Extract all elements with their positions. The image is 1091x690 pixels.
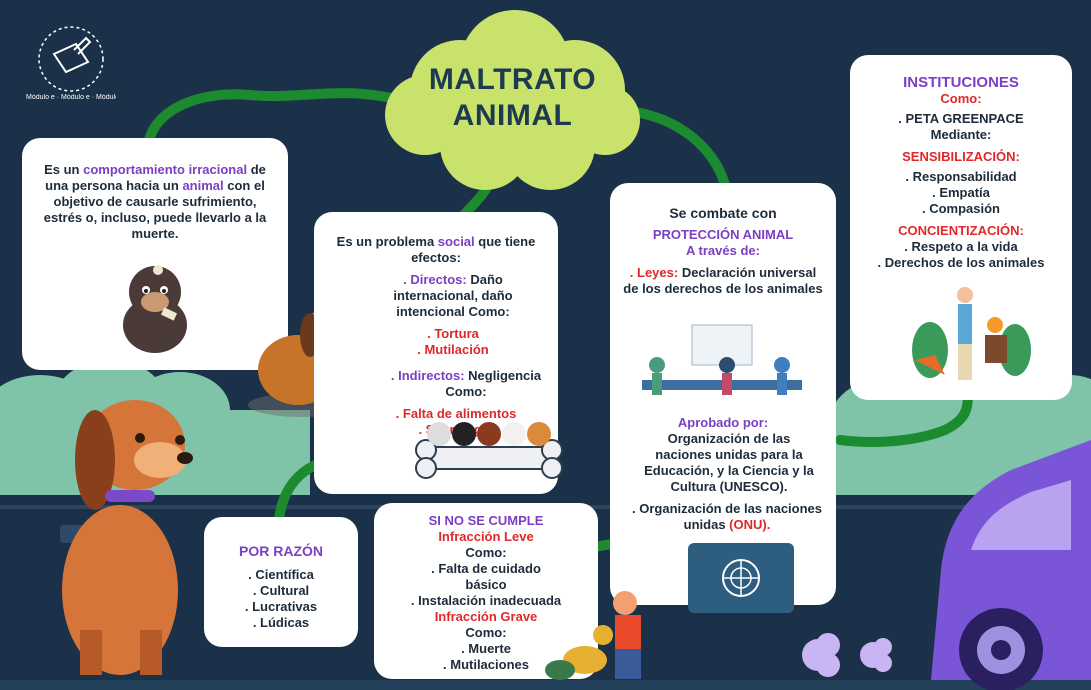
grave-item: . Muerte [461,641,511,656]
sens-item: . Compasión [921,201,1000,216]
reasons-list: . Científica . Cultural . Lucrativas . L… [212,567,350,631]
effects-intro: Es un problema social que tiene efectos: [336,234,536,265]
conc-item: . Derechos de los animales [877,255,1045,270]
institutions-org: . PETA GREENPACE [898,111,1024,126]
protection-laws: . Leyes: Declaración universal de los de… [623,265,823,296]
reason-item: . Científica [248,567,314,582]
definition-card: Es un comportamiento irracional de una p… [22,138,288,370]
reason-item: . Lucrativas [244,599,318,614]
exhaust-clouds [802,633,892,677]
dog-illustration [62,400,193,675]
institutions-mediante: Mediante: [930,127,992,142]
grave-item: . Mutilaciones [443,657,529,672]
un-emblem [688,543,794,613]
people-animals-illustration [912,287,1031,380]
infractions-card: SI NO SE CUMPLE Infracción Leve Como: . … [374,503,598,679]
institutions-title: INSTITUCIONES [903,74,1019,91]
sensibilizacion-title: SENSIBILIZACIÓN: [902,149,1020,164]
effects-card: Es un problema social que tiene efectos:… [314,212,563,494]
leve-list: . Falta de cuidado básico . Instalación … [380,561,592,609]
concientizacion-list: . Respeto a la vida . Derechos de los an… [860,239,1062,271]
title-line2: ANIMAL [452,99,573,132]
approved-label: Aprobado por: [677,415,769,430]
logo-ring-text: Módulo e · Módulo e · Módulo e · [26,94,116,101]
sens-item: . Empatía [932,185,990,200]
infractions-title: SI NO SE CUMPLE [428,513,544,528]
onu-text: . Organización de las naciones unidas (O… [632,501,823,532]
leve-como: Como: [465,545,507,560]
module-logo: Módulo e · Módulo e · Módulo e · [26,14,116,104]
leve-title: Infracción Leve [438,529,534,544]
person-with-dog-illustration [545,591,641,680]
grave-title: Infracción Grave [434,609,538,624]
protection-via: A través de: [686,243,760,258]
puppy-illustration [123,265,187,353]
protection-label: PROTECCIÓN ANIMAL [652,227,794,242]
direct-effects-list: . Tortura . Mutilación [328,326,544,358]
direct-effects: . Directos: Daño internacional, daño int… [393,272,513,319]
indirect-item: . Falta de alimentos [395,406,517,421]
reason-item: . Lúdicas [252,615,310,630]
grave-list: . Muerte . Mutilaciones [380,641,592,673]
un-globe-icon [722,559,760,597]
conc-item: . Respeto a la vida [904,239,1018,254]
direct-item: . Tortura [427,326,479,341]
grave-como: Como: [465,625,507,640]
lab-illustration [642,324,802,395]
title-cloud [385,10,640,190]
leve-item: . Falta de cuidado básico [431,561,541,592]
dogs-bone-illustration [415,422,563,479]
reasons-title: POR RAZÓN [239,543,323,559]
concientizacion-title: CONCIENTIZACIÓN: [898,223,1024,238]
protection-card: Se combate con PROTECCIÓN ANIMAL A travé… [610,183,836,613]
reason-item: . Cultural [252,583,310,598]
indirect-effects: . Indirectos: Negligencia Como: [390,368,542,399]
approved-text: Organización de las naciones unidas para… [644,431,814,494]
direct-item: . Mutilación [417,342,489,357]
leve-item: . Instalación inadecuada [410,593,562,608]
protection-heading: Se combate con [669,205,777,221]
car-illustration [931,440,1091,690]
title-line1: MALTRATO [428,63,597,96]
institutions-como: Como: [940,91,982,106]
definition-text: Es un comportamiento irracional de una p… [43,162,267,241]
sensibilizacion-list: . Responsabilidad . Empatía . Compasión [860,169,1062,217]
page-title: MALTRATO ANIMAL [395,62,630,134]
sens-item: . Responsabilidad [905,169,1017,184]
logo-emblem [38,26,104,92]
institutions-card: INSTITUCIONES Como: . PETA GREENPACE Med… [850,55,1072,400]
reasons-card: POR RAZÓN . Científica . Cultural . Lucr… [204,517,358,647]
